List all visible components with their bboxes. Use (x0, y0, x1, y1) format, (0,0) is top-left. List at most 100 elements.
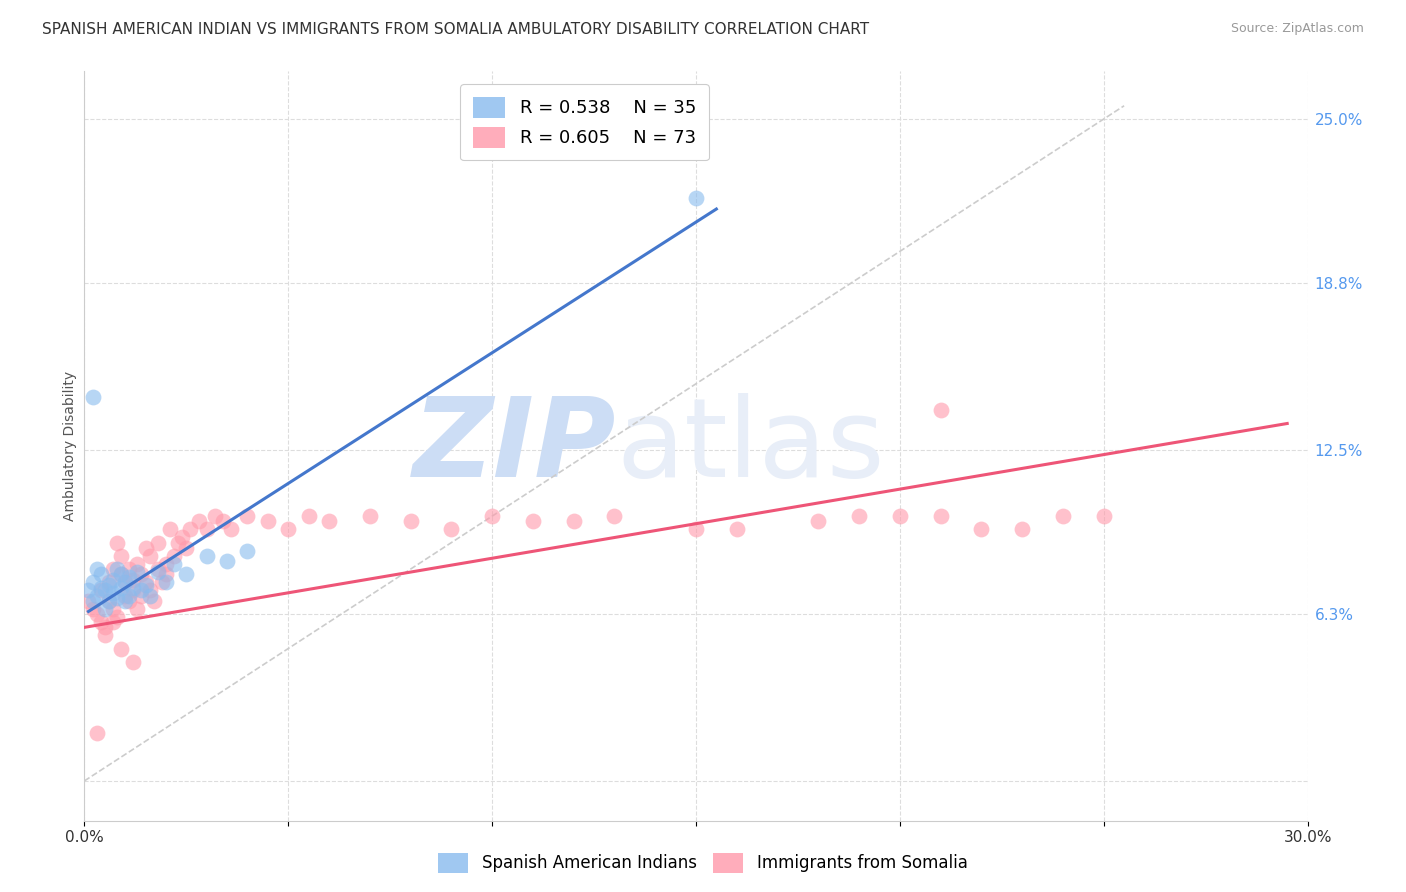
Point (105, 609, 128, 624)
Point (155, 575, 177, 590)
Point (359, 509, 381, 524)
Point (122, 581, 145, 595)
Point (318, 515, 340, 529)
Point (142, 594, 165, 608)
Point (118, 570, 141, 584)
Legend: R = 0.538    N = 35, R = 0.605    N = 73: R = 0.538 N = 35, R = 0.605 N = 73 (460, 84, 709, 161)
Text: SPANISH AMERICAN INDIAN VS IMMIGRANTS FROM SOMALIA AMBULATORY DISABILITY CORRELA: SPANISH AMERICAN INDIAN VS IMMIGRANTS FR… (42, 22, 869, 37)
Point (163, 549, 186, 563)
Point (97, 594, 120, 608)
Point (122, 573, 145, 587)
Point (970, 522, 993, 536)
Point (90, 581, 112, 595)
Point (122, 583, 145, 598)
Point (82, 575, 104, 590)
Text: atlas: atlas (616, 392, 884, 500)
Point (562, 515, 585, 529)
Point (481, 509, 503, 524)
Point (155, 557, 177, 571)
Point (174, 541, 197, 555)
Point (114, 589, 136, 603)
Y-axis label: Ambulatory Disability: Ambulatory Disability (63, 371, 77, 521)
Point (172, 530, 194, 544)
Point (93, 628, 115, 642)
Point (138, 583, 160, 598)
Point (118, 589, 141, 603)
Point (889, 509, 911, 524)
Point (187, 515, 209, 529)
Point (97, 578, 120, 592)
Point (82, 602, 104, 616)
Point (114, 575, 136, 590)
Point (848, 509, 870, 524)
Point (522, 515, 544, 529)
Point (146, 535, 169, 549)
Point (159, 522, 181, 536)
Point (257, 515, 280, 529)
Point (1052, 509, 1074, 524)
Point (174, 567, 197, 582)
Point (603, 509, 626, 524)
Point (212, 515, 235, 529)
Point (90, 583, 112, 598)
Point (1011, 522, 1033, 536)
Point (110, 549, 132, 563)
Point (90, 567, 112, 582)
Point (685, 191, 707, 205)
Point (138, 549, 160, 563)
Point (118, 562, 141, 576)
Point (77, 594, 100, 608)
Point (101, 573, 124, 587)
Text: Source: ZipAtlas.com: Source: ZipAtlas.com (1230, 22, 1364, 36)
Point (725, 522, 748, 536)
Point (77, 583, 100, 598)
Point (110, 567, 132, 582)
Point (399, 515, 422, 529)
Point (101, 615, 124, 629)
Point (86, 589, 108, 603)
Point (236, 509, 259, 524)
Point (195, 522, 218, 536)
Point (298, 509, 321, 524)
Point (93, 620, 115, 634)
Point (179, 522, 201, 536)
Point (105, 535, 128, 549)
Point (440, 522, 463, 536)
Point (86, 607, 108, 621)
Point (110, 567, 132, 582)
Point (114, 575, 136, 590)
Point (131, 567, 153, 582)
Point (1092, 509, 1115, 524)
Point (101, 562, 124, 576)
Point (86, 726, 108, 740)
Point (127, 565, 149, 579)
Point (90, 615, 112, 629)
Point (105, 562, 128, 576)
Point (150, 575, 173, 590)
Point (122, 655, 145, 669)
Legend: Spanish American Indians, Immigrants from Somalia: Spanish American Indians, Immigrants fro… (432, 847, 974, 880)
Point (97, 575, 120, 590)
Point (82, 594, 104, 608)
Point (105, 591, 128, 606)
Point (685, 522, 707, 536)
Point (135, 575, 157, 590)
Point (101, 602, 124, 616)
Point (155, 567, 177, 582)
Point (929, 509, 952, 524)
Point (277, 522, 299, 536)
Point (127, 557, 149, 571)
Point (204, 509, 226, 524)
Point (217, 554, 239, 568)
Point (135, 578, 157, 592)
Point (146, 565, 169, 579)
Point (219, 522, 242, 536)
Point (93, 602, 115, 616)
Point (114, 594, 136, 608)
Point (135, 541, 157, 555)
Text: ZIP: ZIP (413, 392, 616, 500)
Point (138, 589, 160, 603)
Point (101, 586, 124, 600)
Point (146, 562, 169, 576)
Point (131, 589, 153, 603)
